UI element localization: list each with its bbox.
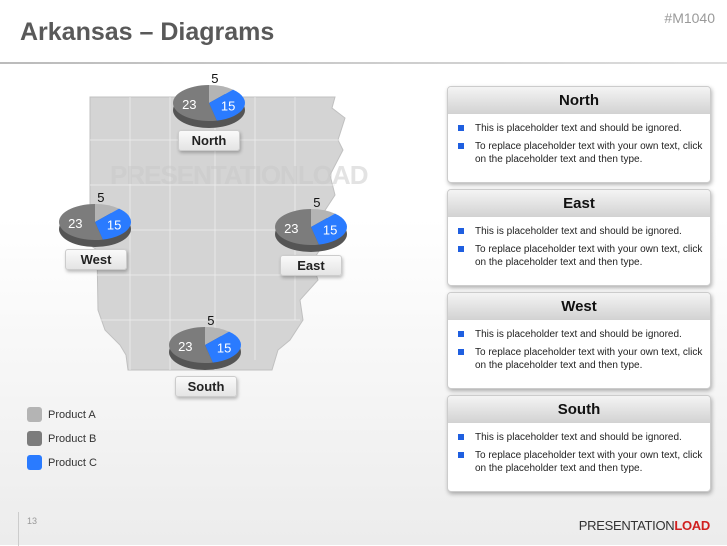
- pie-slice-product-a: [95, 204, 120, 222]
- pie-slice-product-c: [95, 208, 131, 240]
- brand-logo: PRESENTATIONLOAD: [578, 518, 711, 533]
- pie-east: 515 23: [274, 195, 347, 252]
- pie-slice-product-b: [169, 327, 213, 363]
- bullet: This is placeholder text and should be i…: [458, 122, 710, 135]
- legend-label: Product B: [48, 432, 97, 445]
- bullet: This is placeholder text and should be i…: [458, 225, 710, 238]
- divider: [0, 62, 727, 64]
- pie-value-label: 15: [217, 341, 231, 356]
- pie-slice-product-c: [209, 89, 246, 121]
- watermark: PRESENTATIONLOAD: [110, 160, 368, 190]
- pie-slice-product-a: [311, 209, 336, 227]
- panel-title: East: [448, 190, 710, 217]
- panel-title: West: [448, 293, 710, 320]
- label-east: East: [280, 255, 342, 276]
- pie-value-label: 23: [284, 221, 298, 236]
- bullet: This is placeholder text and should be i…: [458, 431, 710, 444]
- pie-slice-product-b: [59, 204, 103, 240]
- label-north: North: [178, 130, 240, 151]
- pie-value-label: 5: [211, 71, 218, 86]
- pie-value-label: 15: [221, 99, 235, 114]
- panel-east: East This is placeholder text and should …: [447, 189, 711, 286]
- pie-west: 515 23: [59, 190, 131, 247]
- legend-item-c: Product C: [27, 455, 97, 470]
- page-number: 13: [18, 512, 37, 546]
- page-title: Arkansas – Diagrams: [20, 18, 275, 46]
- legend-label: Product C: [48, 456, 97, 469]
- legend-item-a: Product A: [27, 407, 96, 422]
- pie-value-label: 23: [182, 97, 196, 112]
- panel-north: North This is placeholder text and should…: [447, 86, 711, 183]
- pie-south: 515 23: [169, 313, 241, 370]
- pie-slice-product-b: [274, 209, 319, 246]
- swatch-a: [27, 407, 42, 422]
- panel-title: North: [448, 87, 710, 114]
- label-south: South: [175, 376, 237, 397]
- pie-value-label: 15: [323, 223, 337, 238]
- legend-label: Product A: [48, 408, 96, 421]
- pie-value-label: 23: [178, 339, 192, 354]
- panel-south: South This is placeholder text and should…: [447, 395, 711, 492]
- pie-value-label: 15: [107, 218, 121, 233]
- swatch-c: [27, 455, 42, 470]
- panel-west: West This is placeholder text and should …: [447, 292, 711, 389]
- legend-item-b: Product B: [27, 431, 96, 446]
- bullet: To replace placeholder text with your ow…: [458, 346, 710, 372]
- swatch-b: [27, 431, 42, 446]
- bullet: To replace placeholder text with your ow…: [458, 243, 710, 269]
- pie-slice-product-a: [205, 327, 230, 345]
- slide-code: #M1040: [664, 10, 715, 26]
- bullet: This is placeholder text and should be i…: [458, 328, 710, 341]
- pie-slice-product-a: [209, 85, 234, 103]
- pie-value-label: 5: [207, 313, 214, 328]
- pie-slice-product-c: [311, 213, 347, 245]
- pie-value-label: 5: [313, 195, 320, 210]
- panel-title: South: [448, 396, 710, 423]
- label-west: West: [65, 249, 127, 270]
- pie-value-label: 5: [97, 190, 104, 205]
- bullet: To replace placeholder text with your ow…: [458, 140, 710, 166]
- pie-slice-product-b: [172, 85, 217, 121]
- pie-value-label: 23: [68, 216, 82, 231]
- pie-slice-product-c: [205, 331, 241, 363]
- bullet: To replace placeholder text with your ow…: [458, 449, 710, 475]
- pie-north: 515 23: [172, 71, 246, 128]
